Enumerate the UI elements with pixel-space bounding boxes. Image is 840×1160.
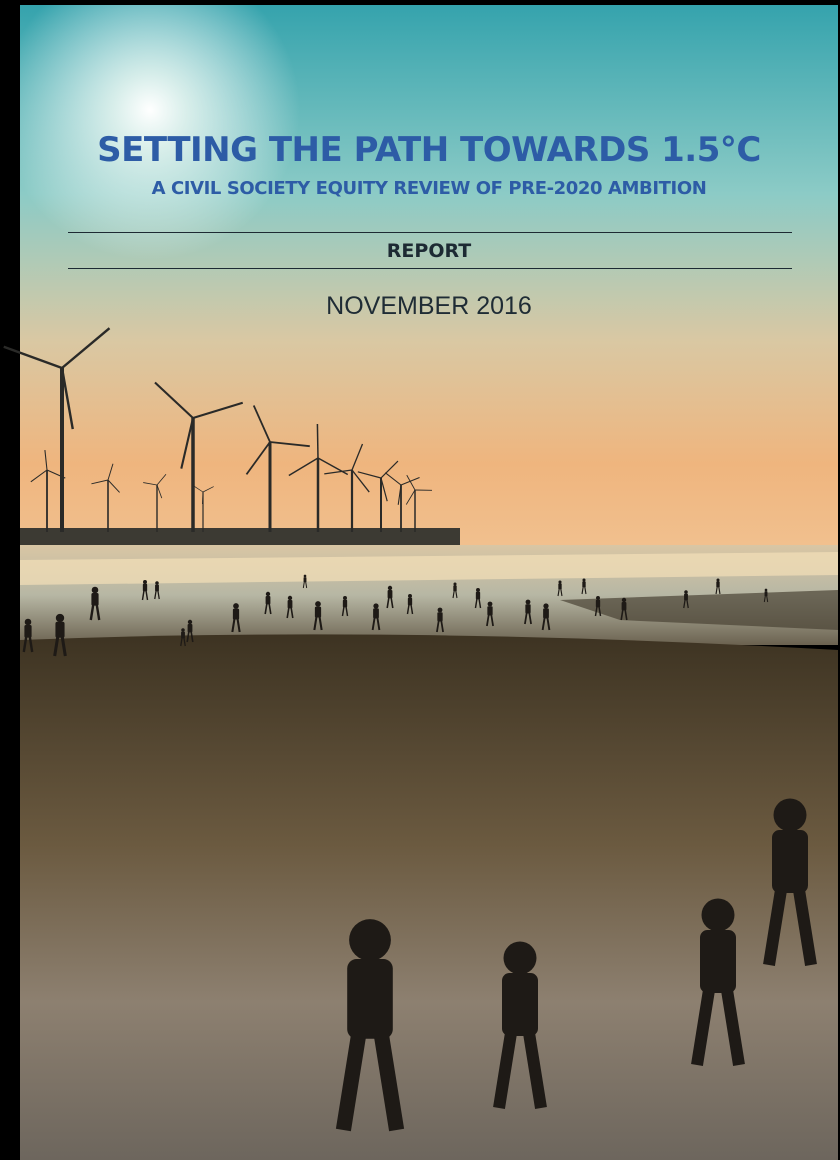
person-head	[504, 942, 537, 975]
date: NOVEMBER 2016	[20, 292, 838, 321]
person-body	[155, 585, 159, 592]
report-cover: SETTING THE PATH TOWARDS 1.5°C A CIVIL S…	[0, 0, 840, 1160]
person-body	[347, 959, 393, 1039]
person-head	[92, 587, 99, 594]
person-body	[453, 585, 456, 591]
person-head	[438, 608, 443, 613]
person-body	[24, 625, 31, 638]
person-head	[596, 596, 600, 600]
person-head	[181, 628, 185, 632]
person-body	[582, 581, 585, 587]
person-head	[558, 580, 561, 583]
person-body	[543, 608, 549, 618]
person-head	[453, 582, 456, 585]
person-body	[181, 632, 185, 639]
person-body	[343, 600, 347, 608]
turbine-blade	[317, 424, 318, 458]
person-body	[487, 606, 492, 615]
person-body	[684, 594, 688, 601]
person-head	[343, 596, 347, 600]
rule	[68, 232, 792, 233]
person-head	[684, 590, 688, 594]
person-body	[716, 581, 719, 587]
person-head	[315, 601, 321, 607]
person-body	[91, 593, 98, 606]
person-body	[558, 583, 561, 589]
person-head	[304, 575, 307, 578]
person-head	[526, 600, 531, 605]
person-head	[476, 588, 480, 592]
document-type: REPORT	[20, 240, 838, 262]
person-body	[502, 973, 538, 1036]
person-head	[233, 603, 239, 609]
rule	[68, 268, 792, 269]
person-head	[266, 592, 270, 596]
person-head	[543, 603, 548, 608]
person-head	[488, 602, 493, 607]
subtitle: A CIVIL SOCIETY EQUITY REVIEW OF PRE-202…	[20, 178, 838, 199]
person-body	[288, 600, 293, 608]
person-body	[765, 591, 768, 596]
person-head	[622, 598, 626, 602]
person-head	[188, 620, 192, 624]
person-body	[233, 609, 239, 620]
cover-photo	[0, 0, 840, 1160]
person-body	[408, 598, 412, 606]
person-body	[622, 602, 627, 610]
person-head	[288, 596, 292, 600]
person-head	[143, 580, 147, 584]
person-body	[476, 592, 480, 600]
person-head	[582, 578, 585, 581]
person-head	[373, 603, 378, 608]
shoreline	[20, 528, 460, 546]
person-body	[143, 584, 147, 592]
person-head	[702, 899, 735, 932]
person-body	[700, 930, 736, 993]
person-head	[716, 578, 719, 581]
person-body	[315, 607, 321, 618]
person-body	[525, 604, 530, 613]
person-body	[388, 590, 393, 598]
person-body	[772, 830, 808, 893]
person-body	[596, 600, 600, 608]
person-body	[304, 577, 307, 582]
person-head	[155, 581, 159, 585]
person-head	[349, 919, 391, 961]
person-body	[266, 596, 271, 604]
sun-glow	[20, 5, 838, 545]
person-head	[774, 799, 807, 832]
person-head	[56, 614, 64, 622]
person-head	[388, 586, 392, 590]
person-head	[765, 589, 768, 592]
title: SETTING THE PATH TOWARDS 1.5°C	[20, 130, 838, 170]
person-body	[55, 622, 64, 638]
person-head	[25, 619, 32, 626]
person-head	[408, 594, 412, 598]
person-body	[437, 612, 442, 621]
beach	[20, 634, 838, 1160]
person-body	[188, 624, 193, 632]
person-body	[373, 608, 379, 618]
